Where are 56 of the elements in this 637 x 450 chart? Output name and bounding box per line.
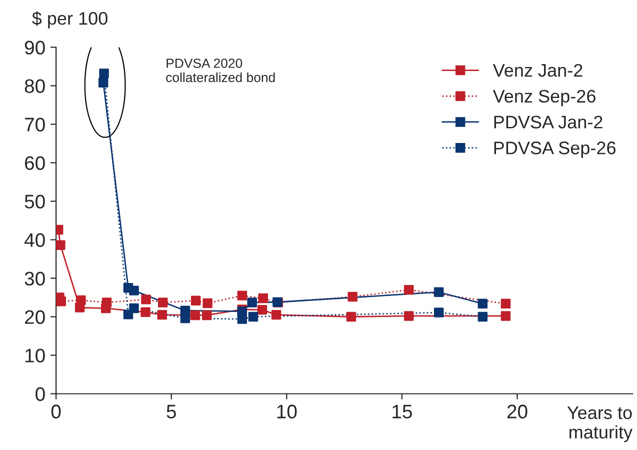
x-tick-label: 20 <box>507 404 528 418</box>
point <box>248 312 258 322</box>
point <box>202 310 212 320</box>
legend-label: Venz Jan-2 <box>492 64 582 77</box>
legend-label: Venz Sep-26 <box>492 90 596 106</box>
y-axis-title: $ per 100 <box>32 11 108 28</box>
point <box>500 311 511 321</box>
y-tick-label: 10 <box>25 348 45 362</box>
y-tick-label: 60 <box>25 156 45 170</box>
point <box>129 286 139 296</box>
point <box>237 290 248 300</box>
y-tick-label: 0 <box>36 387 45 401</box>
point <box>404 311 414 321</box>
x-tick-label: 5 <box>166 404 176 418</box>
y-tick-label: 70 <box>25 118 45 132</box>
point <box>434 308 444 318</box>
y-tick-label: 30 <box>24 272 45 286</box>
point <box>129 303 139 314</box>
y-tick-label: 20 <box>24 310 45 324</box>
y-tick-label: 50 <box>24 194 45 208</box>
point <box>141 294 151 304</box>
y-tick-label: 80 <box>24 79 45 93</box>
point <box>348 292 358 302</box>
x-tick-label: 10 <box>277 404 297 418</box>
point <box>140 307 150 317</box>
point <box>157 310 167 320</box>
point <box>56 240 66 250</box>
point <box>346 312 356 322</box>
point <box>56 296 66 306</box>
x-axis-title: Years to maturity <box>567 406 633 442</box>
point <box>180 313 190 324</box>
point <box>202 298 212 308</box>
point <box>190 296 201 306</box>
point <box>478 312 488 322</box>
y-tick-label: 90 <box>24 40 45 54</box>
point <box>247 298 257 308</box>
x-tick-label: 0 <box>51 404 61 418</box>
point <box>500 298 511 309</box>
point <box>102 298 112 308</box>
point <box>271 310 282 320</box>
point <box>158 298 168 308</box>
annotation: PDVSA 2020 collateralized bond <box>166 58 275 82</box>
legend-label: PDVSA Sep-26 <box>494 142 616 158</box>
y-tick-label: 40 <box>24 233 45 247</box>
point <box>98 78 108 88</box>
point <box>237 314 248 324</box>
point <box>76 295 86 306</box>
point <box>258 293 268 304</box>
point <box>478 298 488 309</box>
point <box>190 310 200 320</box>
x-tick-label: 15 <box>392 404 412 418</box>
point <box>434 287 444 297</box>
point <box>404 284 414 295</box>
point <box>99 68 109 78</box>
point <box>257 304 268 315</box>
legend-label: PDVSA Jan-2 <box>494 116 602 128</box>
